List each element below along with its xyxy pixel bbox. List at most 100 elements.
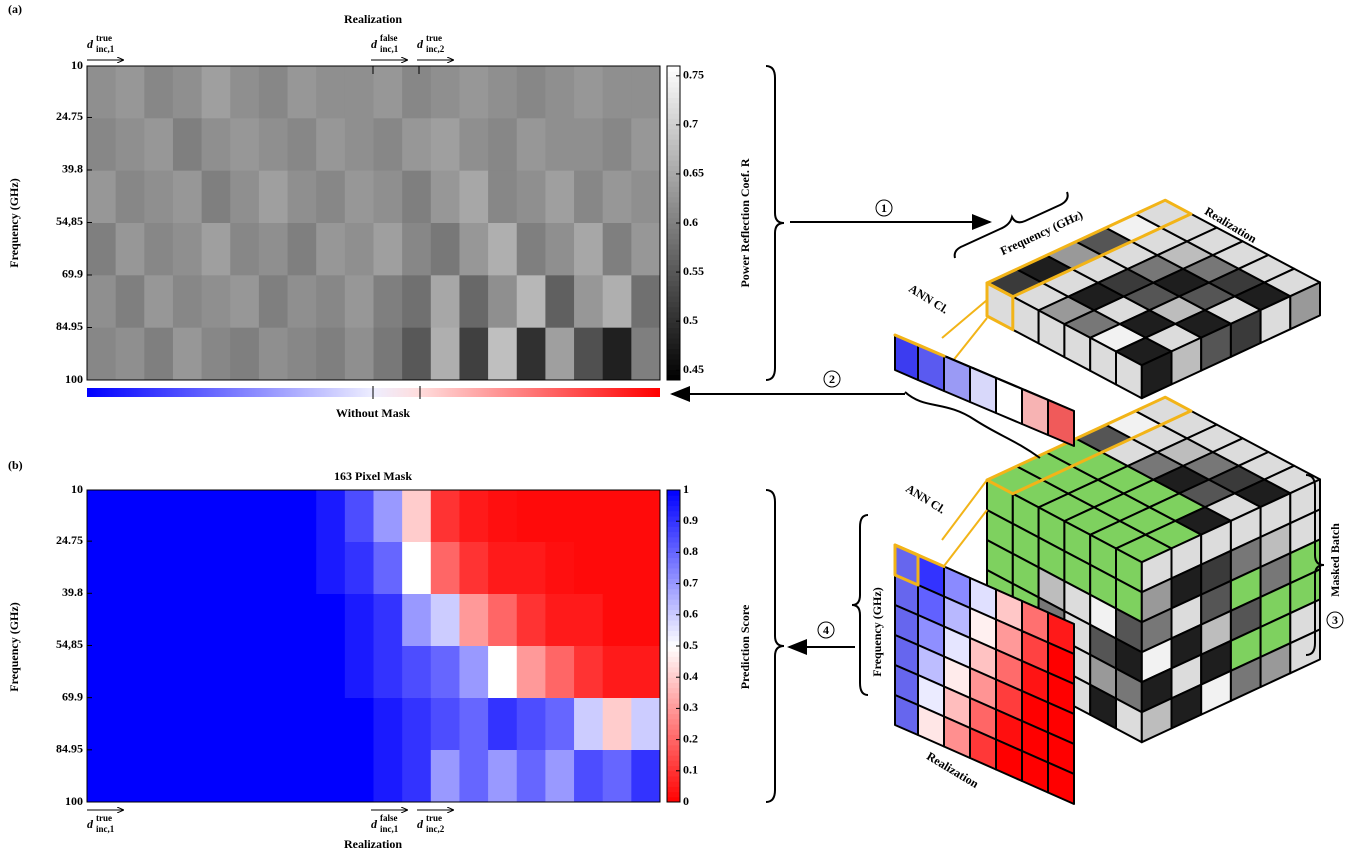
- heatmap-cell: [201, 594, 231, 647]
- colorbar-segment: [667, 202, 680, 208]
- colorbar-segment: [667, 796, 680, 803]
- colorbar-segment: [667, 609, 680, 616]
- heatmap-cell: [201, 327, 231, 381]
- heatmap-cell: [516, 542, 546, 595]
- connector: [941, 299, 988, 339]
- heatmap-cell: [87, 698, 117, 751]
- heatmap-cell: [230, 646, 260, 699]
- heatmap-cell: [344, 750, 374, 803]
- colorbar-segment: [667, 322, 680, 329]
- brace: [765, 489, 785, 803]
- colorbar-segment: [667, 516, 680, 522]
- heatmap-cell: [115, 327, 145, 381]
- colorbar-segment: [667, 280, 680, 287]
- annotation-sup: true: [96, 33, 112, 43]
- heatmap-cell: [287, 594, 317, 647]
- colorbar-segment: [667, 249, 680, 255]
- annotation-sub: inc,2: [426, 824, 445, 834]
- colorbar-segment: [667, 134, 680, 140]
- diagram-label: Masked Batch: [1328, 523, 1342, 597]
- colorbar-segment: [667, 223, 680, 229]
- colorbar-segment: [667, 113, 680, 119]
- heatmap-cell: [230, 275, 260, 329]
- annotation-sup: false: [380, 33, 398, 43]
- heatmap-cell: [287, 66, 317, 119]
- colorbar-tick-label: 0.3: [683, 700, 698, 714]
- colorbar-segment: [667, 630, 680, 637]
- heatmap-cell: [574, 490, 604, 543]
- brace: [765, 65, 785, 381]
- heatmap-cell: [545, 66, 575, 119]
- colorbar-tick-label: 0.6: [683, 607, 698, 621]
- heatmap-cell: [287, 275, 317, 329]
- colorbar-segment: [667, 327, 680, 334]
- colorbar-segment: [667, 760, 680, 767]
- cube-cell: [969, 366, 997, 414]
- colorbar-label: Prediction Score: [738, 604, 752, 689]
- annotation-sub: inc,1: [380, 44, 399, 54]
- heatmap-cell: [545, 542, 575, 595]
- heatmap-cell: [144, 327, 174, 381]
- connector: [941, 479, 988, 541]
- colorbar-segment: [667, 191, 680, 198]
- annotation-symbol: d: [417, 37, 424, 51]
- heatmap-cell: [258, 118, 289, 172]
- heatmap-cell: [488, 646, 518, 699]
- heatmap-cell: [402, 698, 432, 751]
- heatmap-cell: [258, 66, 289, 119]
- heatmap-cell: [115, 170, 145, 224]
- heatmap-cell: [172, 275, 203, 329]
- colorbar-label: Power Reflection Coef. R: [738, 158, 752, 287]
- heatmap-cell: [402, 327, 432, 381]
- heatmap-cell: [144, 594, 174, 647]
- colorbar-segment: [667, 547, 680, 553]
- heatmap-cell: [631, 275, 661, 329]
- heatmap-cell: [631, 490, 661, 543]
- heatmap-cell: [402, 170, 432, 224]
- colorbar-tick-label: 0.75: [683, 68, 704, 82]
- colorbar-segment: [667, 170, 680, 177]
- heatmap-cell: [373, 223, 403, 276]
- heatmap-cell: [459, 118, 489, 172]
- heatmap-cell: [430, 490, 460, 543]
- colorbar-segment: [667, 682, 680, 689]
- heatmap-cell: [459, 542, 489, 595]
- colorbar-segment: [667, 542, 680, 548]
- colorbar-segment: [667, 698, 680, 704]
- colorbar-segment: [667, 729, 680, 735]
- annotation-sup: true: [96, 813, 112, 823]
- heatmap-cell: [172, 118, 203, 172]
- colorbar-segment: [667, 776, 680, 782]
- colorbar-segment: [667, 285, 680, 292]
- colorbar-segment: [667, 212, 680, 219]
- heatmap-cell: [574, 646, 604, 699]
- heatmap-cell: [631, 118, 661, 172]
- heatmap-cell: [488, 66, 518, 119]
- colorbar-segment: [667, 181, 680, 187]
- colorbar-segment: [667, 490, 680, 496]
- colorbar-segment: [667, 620, 680, 626]
- colorbar-segment: [667, 635, 680, 642]
- heatmap-cell: [344, 66, 374, 119]
- heatmap-cell: [115, 490, 145, 543]
- heatmap-cell: [144, 275, 174, 329]
- heatmap-cell: [459, 327, 489, 381]
- colorbar-segment: [667, 724, 680, 730]
- heatmap-cell: [373, 490, 403, 543]
- heatmap-cell: [488, 118, 518, 172]
- colorbar-segment: [667, 175, 680, 182]
- heatmap-cell: [402, 223, 432, 276]
- heatmap-cell: [344, 223, 374, 276]
- heatmap-cell: [144, 698, 174, 751]
- colorbar-segment: [667, 661, 680, 668]
- y-tick-label: 10: [71, 482, 83, 496]
- heatmap-cell: [574, 698, 604, 751]
- colorbar-segment: [667, 348, 680, 355]
- heatmap-cell: [602, 66, 632, 119]
- heatmap-cell: [344, 490, 374, 543]
- heatmap-cell: [144, 223, 174, 276]
- colorbar-segment: [667, 369, 680, 376]
- heatmap-cell: [516, 646, 546, 699]
- step-circle: [875, 199, 893, 217]
